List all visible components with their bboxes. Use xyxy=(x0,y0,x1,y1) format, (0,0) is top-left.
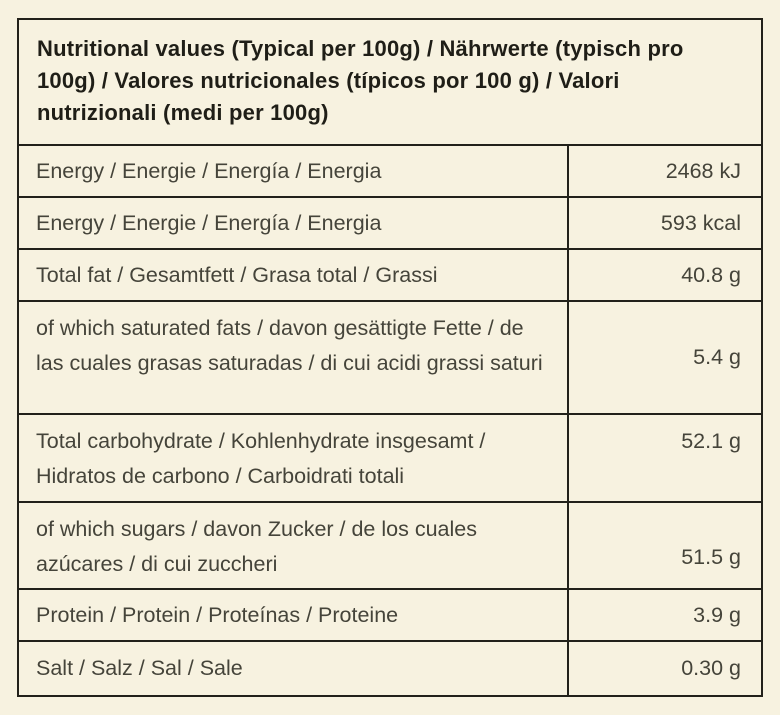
table-row-protein: Protein / Protein / Proteínas / Proteine… xyxy=(19,588,761,640)
nutrient-label: Protein / Protein / Proteínas / Proteine xyxy=(36,602,399,627)
nutrient-value: 0.30 g xyxy=(567,642,761,695)
nutrient-value: 51.5 g xyxy=(567,503,761,588)
nutrient-value: 5.4 g xyxy=(567,302,761,413)
table-row-total-fat: Total fat / Gesamtfett / Grasa total / G… xyxy=(19,248,761,300)
nutrient-label: Energy / Energie / Energía / Energia xyxy=(36,158,382,183)
nutrient-label: Salt / Salz / Sal / Sale xyxy=(36,656,243,680)
nutrient-label: Total carbohydrate / Kohlenhydrate insge… xyxy=(36,429,486,488)
nutrient-label: Total fat / Gesamtfett / Grasa total / G… xyxy=(36,262,438,287)
table-row-energy-kj: Energy / Energie / Energía / Energia 246… xyxy=(19,144,761,196)
table-row-carbohydrate: Total carbohydrate / Kohlenhydrate insge… xyxy=(19,413,761,501)
table-row-sugars: of which sugars / davon Zucker / de los … xyxy=(19,501,761,588)
table-row-salt: Salt / Salz / Sal / Sale 0.30 g xyxy=(19,640,761,695)
nutrient-value: 40.8 g xyxy=(567,250,761,300)
nutrient-value: 2468 kJ xyxy=(567,146,761,196)
table-row-saturated-fats: of which saturated fats / davon gesättig… xyxy=(19,300,761,413)
nutrient-label: of which saturated fats / davon gesättig… xyxy=(36,316,543,375)
nutrient-value: 593 kcal xyxy=(567,198,761,248)
table-title: Nutritional values (Typical per 100g) / … xyxy=(37,36,684,125)
nutrient-label: Energy / Energie / Energía / Energia xyxy=(36,210,382,235)
table-row-energy-kcal: Energy / Energie / Energía / Energia 593… xyxy=(19,196,761,248)
nutrient-label: of which sugars / davon Zucker / de los … xyxy=(36,517,477,576)
nutrient-value: 52.1 g xyxy=(567,415,761,501)
nutrient-value: 3.9 g xyxy=(567,590,761,640)
nutrition-table: Nutritional values (Typical per 100g) / … xyxy=(17,18,763,697)
